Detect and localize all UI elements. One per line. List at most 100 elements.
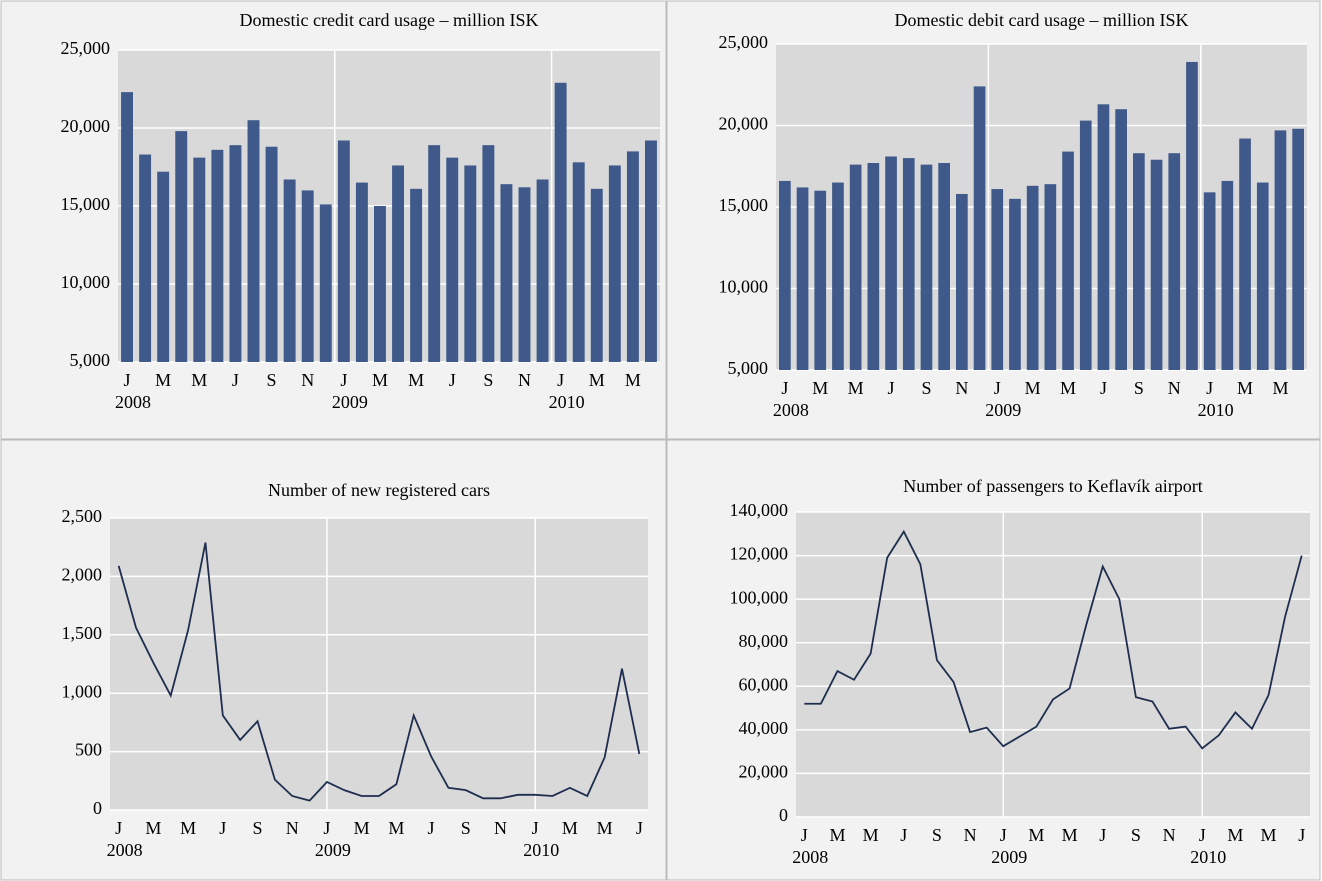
y-tick-label: 15,000 [61,194,111,214]
y-tick-label: 2,500 [62,506,103,526]
x-tick-label: J [1298,825,1305,845]
x-tick-label: J [115,818,122,838]
bar [645,140,657,362]
bar [374,206,386,362]
bar [283,179,296,362]
x-tick-label: J [124,370,131,390]
x-tick-label: M [1025,378,1041,398]
bar [1274,130,1287,370]
bar [1203,192,1216,370]
x-tick-label: J [781,378,788,398]
year-label: 2009 [991,847,1027,867]
x-tick-label: J [888,378,895,398]
y-tick-label: 20,000 [719,114,769,134]
y-tick-label: 5,000 [70,350,111,370]
bar [1133,153,1145,370]
bar [247,120,260,362]
year-label: 2008 [773,400,809,420]
x-tick-label: M [191,370,207,390]
y-tick-label: 20,000 [61,116,111,136]
x-tick-label: M [1060,378,1076,398]
x-tick-label: N [494,818,507,838]
x-tick-label: J [900,825,907,845]
y-tick-label: 20,000 [739,762,789,782]
bar [1097,104,1110,370]
y-tick-label: 40,000 [739,718,789,738]
x-tick-label: M [812,378,828,398]
year-label: 2009 [315,840,351,860]
x-tick-label: M [597,818,613,838]
year-label: 2008 [107,840,143,860]
bar [991,189,1004,370]
bar [175,131,188,362]
bar [938,162,950,370]
y-tick-label: 120,000 [730,544,789,564]
year-label: 2010 [1190,847,1226,867]
x-tick-label: J [340,370,347,390]
bar [590,188,603,362]
year-label: 2009 [985,400,1021,420]
y-tick-label: 5,000 [728,358,769,378]
line [804,529,1303,750]
bar [796,187,809,370]
x-tick-label: M [1028,825,1044,845]
bar [1115,109,1127,370]
bar [121,92,133,363]
bar [229,145,242,362]
bar [920,164,933,370]
x-tick-label: M [354,818,370,838]
bar [211,149,224,362]
x-tick-label: M [848,378,864,398]
x-tick-label: M [625,370,641,390]
x-tick-label: M [1227,825,1243,845]
x-tick-label: J [428,818,435,838]
year-label: 2008 [115,392,151,412]
y-tick-label: 80,000 [739,631,789,651]
bar [973,86,986,370]
bar [902,158,915,370]
plot-area [796,512,1310,817]
bar [139,154,152,362]
bar [1292,128,1304,370]
bar [446,157,459,362]
x-tick-label: S [253,818,263,838]
y-tick-label: 15,000 [719,195,769,215]
y-tick-label: 1,000 [62,681,103,701]
x-tick-label: M [372,370,388,390]
bar [1256,182,1269,370]
bar [885,156,897,370]
x-tick-label: J [532,818,539,838]
x-tick-label: J [636,818,643,838]
chart-title: Domestic credit card usage – million ISK [240,10,539,30]
x-tick-label: M [155,370,171,390]
x-tick-label: M [1272,378,1288,398]
bar [536,179,549,362]
bar [355,182,368,362]
bar [193,157,206,362]
y-tick-label: 1,500 [62,623,103,643]
bar [464,165,477,362]
x-tick-label: M [388,818,404,838]
line [117,542,641,802]
x-tick-label: J [801,825,808,845]
x-tick-label: M [1237,378,1253,398]
year-label: 2009 [332,392,368,412]
bar [1168,153,1181,370]
chart-title: Domestic debit card usage – million ISK [895,10,1189,30]
bar [1221,180,1234,370]
bar [157,171,170,362]
x-tick-label: N [301,370,314,390]
bar [867,162,880,370]
x-tick-label: N [518,370,531,390]
x-tick-label: N [964,825,977,845]
x-tick-label: J [449,370,456,390]
x-tick-label: N [286,818,299,838]
y-tick-label: 60,000 [739,674,789,694]
bar [1239,138,1251,370]
plot-area [110,518,648,810]
y-tick-label: 10,000 [719,277,769,297]
x-tick-label: S [1134,378,1144,398]
x-tick-label: J [219,818,226,838]
y-tick-label: 25,000 [719,32,769,52]
